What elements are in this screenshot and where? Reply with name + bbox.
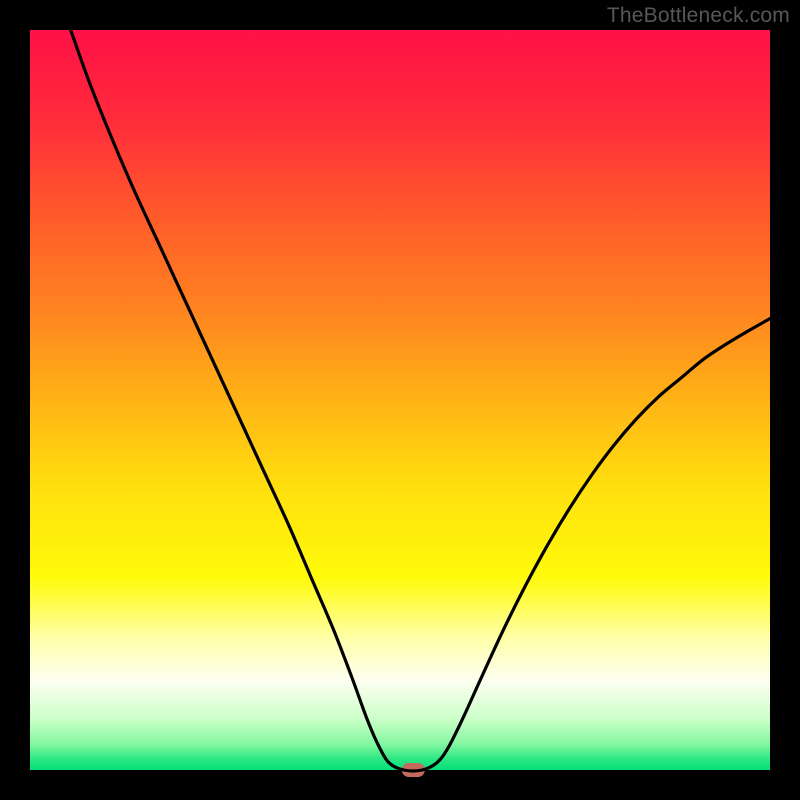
- watermark-text: TheBottleneck.com: [607, 4, 790, 28]
- chart-background: [30, 30, 770, 770]
- bottleneck-chart: [0, 0, 800, 800]
- chart-stage: TheBottleneck.com: [0, 0, 800, 800]
